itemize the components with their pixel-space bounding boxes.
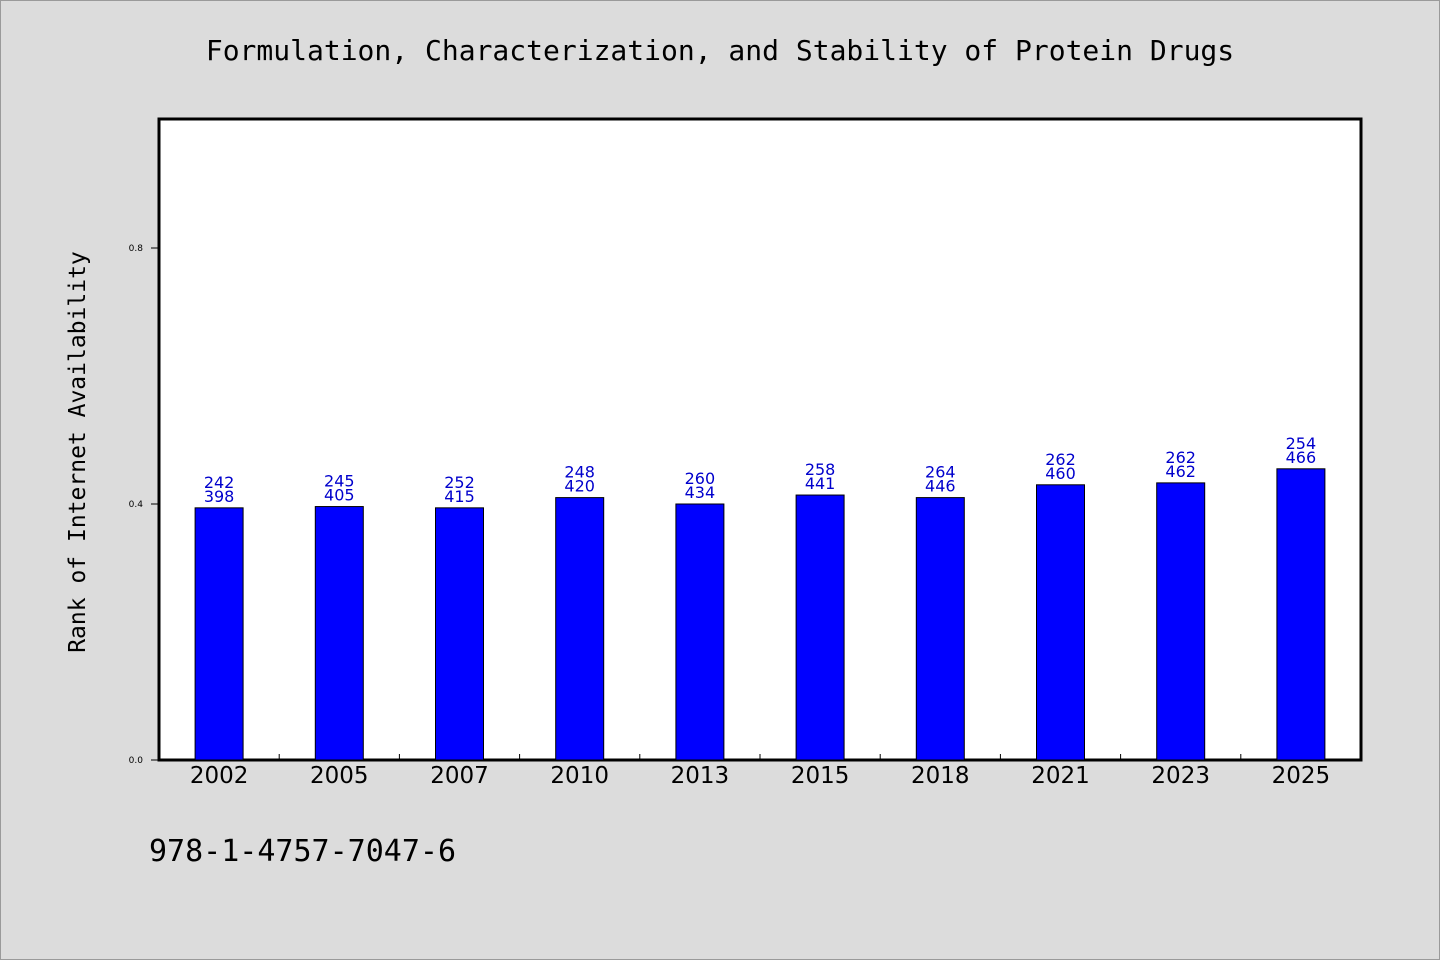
bar	[915, 497, 965, 761]
data-label-bottom: 415	[444, 487, 475, 506]
y-axis: 0.0 0.4 0.8	[129, 244, 159, 766]
x-tick-label: 2015	[791, 763, 850, 789]
x-axis: 2002 2005 2007 2010 2013 2015 2018 2021 2023 2025	[190, 754, 1330, 789]
data-label-top: 262	[1165, 448, 1196, 467]
data-label-bottom: 398	[204, 487, 235, 506]
data-label-top: 264	[925, 463, 956, 482]
data-label-top: 258	[805, 460, 836, 479]
bar	[314, 506, 364, 761]
bar	[555, 497, 605, 761]
data-label-top: 252	[444, 473, 475, 492]
x-tick-label: 2018	[911, 763, 970, 789]
y-tick-label: 0.4	[129, 500, 144, 510]
data-label-top: 260	[685, 469, 716, 488]
y-tick-label: 0.0	[129, 756, 144, 766]
data-label-bottom: 434	[685, 483, 716, 502]
data-label-top: 242	[204, 473, 235, 492]
bar	[795, 494, 845, 761]
x-tick-label: 2007	[430, 763, 489, 789]
bar	[435, 507, 484, 761]
bar	[1036, 484, 1085, 761]
data-label-top: 248	[564, 463, 595, 482]
isbn-footer: 978-1-4757-7047-6	[149, 834, 457, 869]
data-label-bottom: 441	[805, 474, 836, 493]
x-tick-label: 2010	[550, 763, 609, 789]
x-tick-label: 2002	[190, 763, 249, 789]
data-label-top: 262	[1045, 450, 1076, 469]
bar	[1156, 482, 1206, 761]
bar	[1276, 468, 1326, 761]
x-tick-label: 2023	[1151, 763, 1210, 789]
bars	[194, 468, 1326, 761]
data-label-top: 245	[324, 472, 355, 491]
y-tick-label: 0.8	[129, 244, 144, 254]
x-tick-label: 2013	[671, 763, 730, 789]
bar	[194, 507, 244, 761]
data-label-bottom: 446	[925, 477, 956, 496]
data-label-bottom: 420	[564, 477, 595, 496]
data-label-top: 254	[1286, 434, 1317, 453]
x-tick-label: 2021	[1031, 763, 1090, 789]
data-label-bottom: 462	[1165, 462, 1196, 481]
data-label-bottom: 460	[1045, 464, 1076, 483]
data-label-bottom: 466	[1286, 448, 1317, 467]
bar	[675, 503, 725, 761]
x-tick-label: 2025	[1272, 763, 1331, 789]
chart-title: Formulation, Characterization, and Stabi…	[205, 34, 1235, 67]
x-tick-label: 2005	[310, 763, 369, 789]
data-label-bottom: 405	[324, 486, 355, 505]
